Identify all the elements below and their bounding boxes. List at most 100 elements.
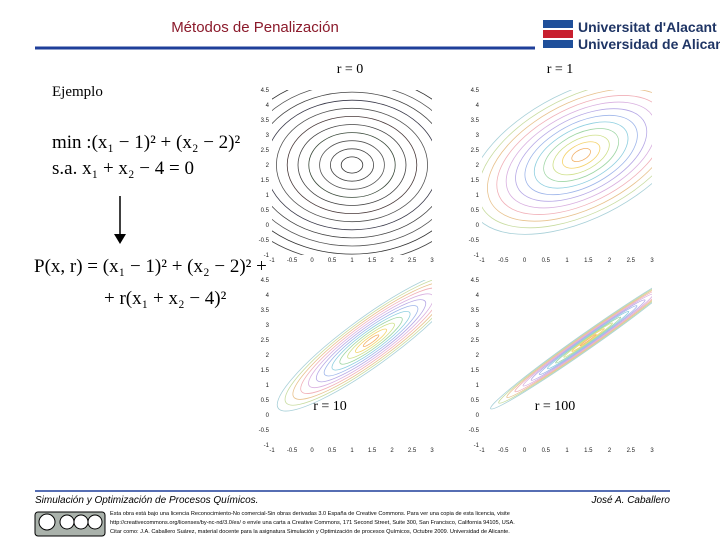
x-tick-label: 3 xyxy=(430,258,434,264)
y-tick-label: 1.5 xyxy=(261,178,270,184)
x-tick-label: 0.5 xyxy=(328,448,337,454)
x-tick-label: 2 xyxy=(608,258,612,264)
y-tick-label: 3.5 xyxy=(261,308,270,314)
contour-line xyxy=(278,271,464,411)
contour-line xyxy=(259,257,482,424)
y-tick-label: 0.5 xyxy=(471,208,480,214)
x-tick-label: 3 xyxy=(650,258,654,264)
y-tick-label: 4.5 xyxy=(261,278,270,284)
cc-badge xyxy=(34,511,106,537)
plot-label: r = 0 xyxy=(337,62,364,77)
course-name: Simulación y Optimización de Procesos Qu… xyxy=(35,495,258,506)
formula: + r(x₁ + x₂ − 4)² xyxy=(104,288,227,309)
y-tick-label: 1 xyxy=(266,193,270,199)
contour-line xyxy=(269,264,474,418)
y-tick-label: 2.5 xyxy=(471,148,480,154)
logo: Universitat d'Alacant Universidad de Ali… xyxy=(543,19,720,52)
contour-line xyxy=(337,154,368,177)
x-tick-label: 0 xyxy=(310,448,314,454)
y-tick-label: 0 xyxy=(476,413,480,419)
y-tick-label: 1 xyxy=(476,383,480,389)
y-tick-label: 4.5 xyxy=(261,88,270,94)
x-tick-label: 0 xyxy=(523,258,527,264)
x-tick-label: -1 xyxy=(269,448,275,454)
x-tick-label: 0.5 xyxy=(542,448,551,454)
contours xyxy=(484,267,692,414)
y-tick-label: 3 xyxy=(266,323,270,329)
y-tick-label: 4 xyxy=(476,103,480,109)
y-tick-label: 2 xyxy=(266,353,270,359)
x-tick-label: 1 xyxy=(350,448,354,454)
plot-area xyxy=(272,280,432,445)
contour-line xyxy=(362,334,381,348)
x-tick-label: 1.5 xyxy=(584,258,593,264)
y-tick-label: 4 xyxy=(476,293,480,299)
x-tick-label: -0.5 xyxy=(498,448,509,454)
contour-line xyxy=(287,278,454,404)
contour-line xyxy=(519,291,658,389)
x-tick-label: 2.5 xyxy=(627,258,636,264)
contour-line xyxy=(510,285,666,395)
slide-title: Métodos de Penalización xyxy=(171,19,339,36)
contour-plot xyxy=(428,47,720,264)
y-tick-label: 3 xyxy=(266,133,270,139)
x-tick-label: 2.5 xyxy=(408,448,417,454)
plot-label: r = 100 xyxy=(535,399,576,414)
formula: min :(x₁ − 1)² + (x₂ − 2)² xyxy=(52,132,240,153)
contour-line xyxy=(484,267,692,414)
contour-line xyxy=(334,313,408,369)
contour-line xyxy=(530,119,632,191)
y-tick-label: 3 xyxy=(476,323,480,329)
y-tick-label: -0.5 xyxy=(259,428,270,434)
contour-line xyxy=(245,85,459,245)
y-tick-label: -1 xyxy=(474,443,480,449)
x-tick-label: 1.5 xyxy=(368,258,377,264)
x-tick-label: -0.5 xyxy=(287,258,298,264)
y-tick-label: 1.5 xyxy=(471,178,480,184)
y-tick-label: 0.5 xyxy=(261,208,270,214)
contour-line xyxy=(453,65,709,246)
contour-line xyxy=(568,146,594,164)
y-tick-label: 2.5 xyxy=(471,338,480,344)
contour-line xyxy=(493,273,684,408)
contours xyxy=(259,257,482,424)
contour-line xyxy=(215,62,490,268)
y-tick-label: -1 xyxy=(264,253,270,259)
contour-line xyxy=(479,83,684,228)
y-tick-label: -1 xyxy=(474,253,480,259)
contour-line xyxy=(291,119,413,211)
y-tick-label: 2.5 xyxy=(261,148,270,154)
y-tick-label: -1 xyxy=(264,443,270,449)
x-tick-label: 0 xyxy=(523,448,527,454)
contour-line xyxy=(297,285,446,397)
contour-plot xyxy=(199,50,504,279)
contour-line xyxy=(260,96,443,233)
x-tick-label: -0.5 xyxy=(287,448,298,454)
contour-line xyxy=(504,101,658,209)
y-tick-label: 4.5 xyxy=(471,278,480,284)
x-tick-label: -1 xyxy=(479,258,485,264)
x-tick-label: 2.5 xyxy=(408,258,417,264)
contour-line xyxy=(306,131,398,200)
contour-line xyxy=(199,50,504,279)
y-tick-label: 0 xyxy=(266,413,270,419)
y-tick-label: -0.5 xyxy=(259,238,270,244)
contour-line xyxy=(571,328,606,353)
y-tick-label: -0.5 xyxy=(469,238,480,244)
contour-line xyxy=(501,279,675,402)
license-text: Esta obra está bajo una licencia Reconoc… xyxy=(110,511,510,517)
y-tick-label: 3 xyxy=(476,133,480,139)
y-tick-label: 1.5 xyxy=(471,368,480,374)
contour-line xyxy=(321,142,382,188)
contour-line xyxy=(543,128,620,182)
x-tick-label: 2.5 xyxy=(627,448,636,454)
x-tick-label: 1.5 xyxy=(584,448,593,454)
contour-line xyxy=(536,303,640,377)
university-name: Universidad de Alicante xyxy=(578,36,720,52)
contour-plots: -1 -0.5 0 0.5 1 1.5 2 2.5 3 -1 -0.5 0 0.5 1 1.5 2 2.5 3 3.… xyxy=(199,47,720,454)
contour-line xyxy=(428,47,720,264)
x-tick-label: 0.5 xyxy=(328,258,337,264)
plot-area xyxy=(272,90,432,255)
y-tick-label: 2.5 xyxy=(261,338,270,344)
